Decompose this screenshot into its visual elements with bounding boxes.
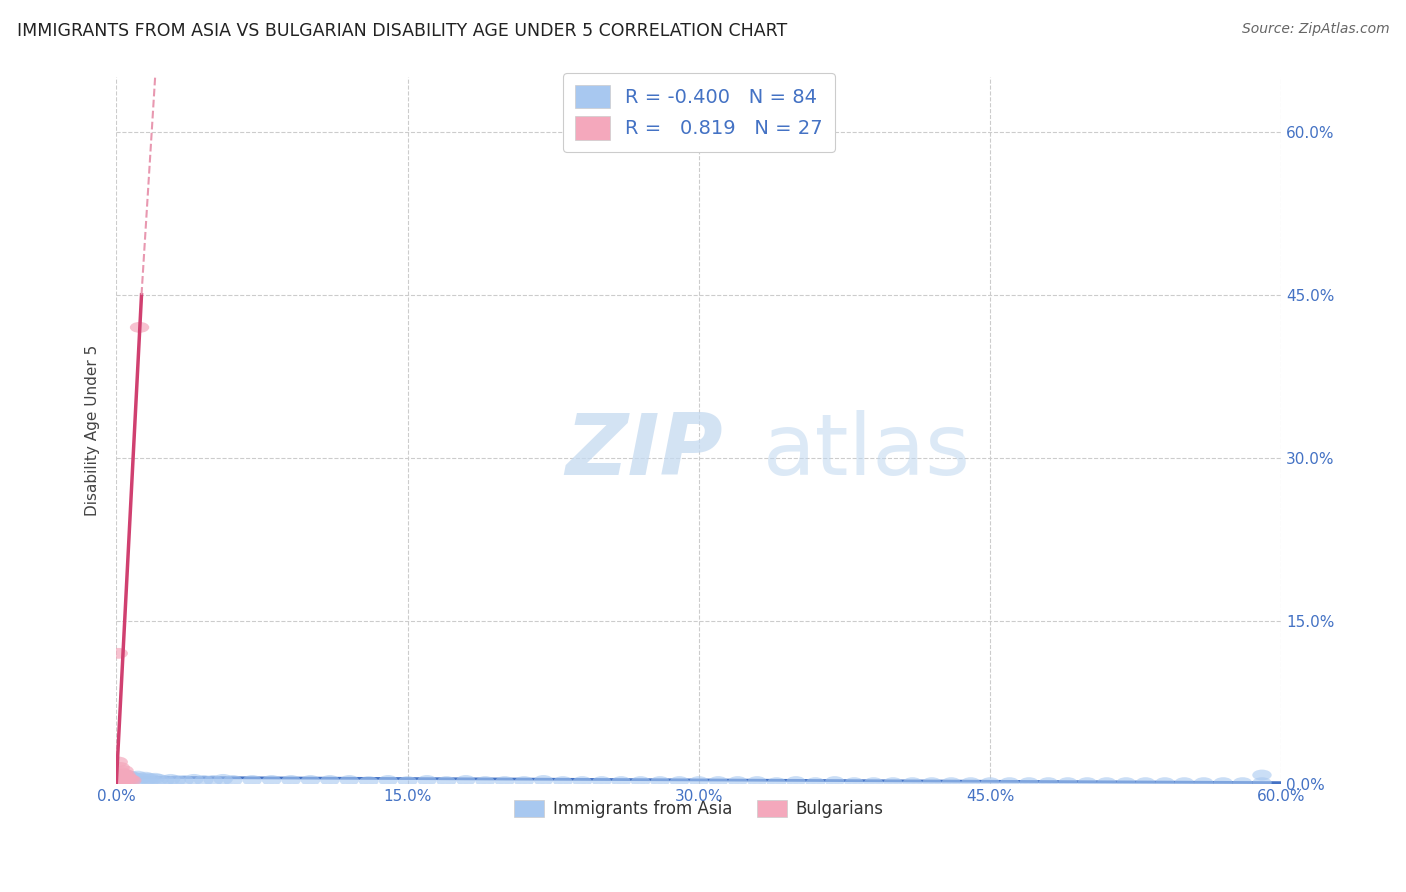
Y-axis label: Disability Age Under 5: Disability Age Under 5 [86, 345, 100, 516]
Text: atlas: atlas [763, 410, 972, 493]
Text: IMMIGRANTS FROM ASIA VS BULGARIAN DISABILITY AGE UNDER 5 CORRELATION CHART: IMMIGRANTS FROM ASIA VS BULGARIAN DISABI… [17, 22, 787, 40]
Text: ZIP: ZIP [565, 410, 723, 493]
Text: Source: ZipAtlas.com: Source: ZipAtlas.com [1241, 22, 1389, 37]
Legend: Immigrants from Asia, Bulgarians: Immigrants from Asia, Bulgarians [508, 793, 890, 825]
